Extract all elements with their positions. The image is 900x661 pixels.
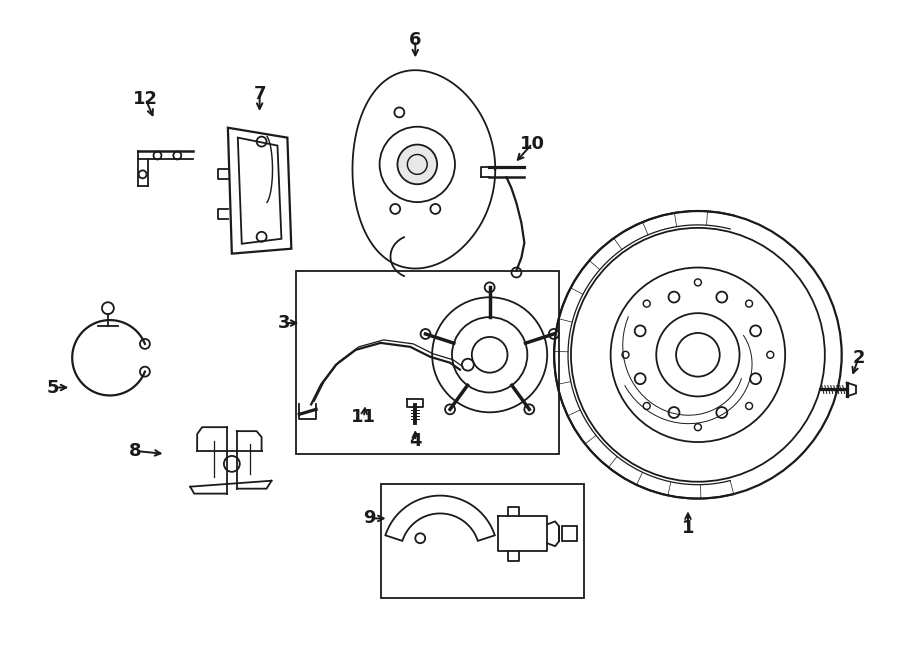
Text: 9: 9 [364, 510, 376, 527]
Text: 1: 1 [681, 520, 694, 537]
Text: 11: 11 [351, 408, 376, 426]
Bar [296, 270, 559, 454]
Text: 10: 10 [520, 135, 544, 153]
Text: 4: 4 [409, 432, 421, 450]
Text: 3: 3 [278, 314, 291, 332]
Text: 12: 12 [133, 90, 158, 108]
Text: 6: 6 [409, 32, 421, 50]
Circle shape [398, 145, 437, 184]
Text: 5: 5 [47, 379, 59, 397]
Text: 7: 7 [254, 85, 266, 103]
Bar [381, 484, 584, 598]
Text: 8: 8 [130, 442, 142, 460]
Text: 2: 2 [852, 349, 865, 367]
Bar [562, 526, 577, 541]
